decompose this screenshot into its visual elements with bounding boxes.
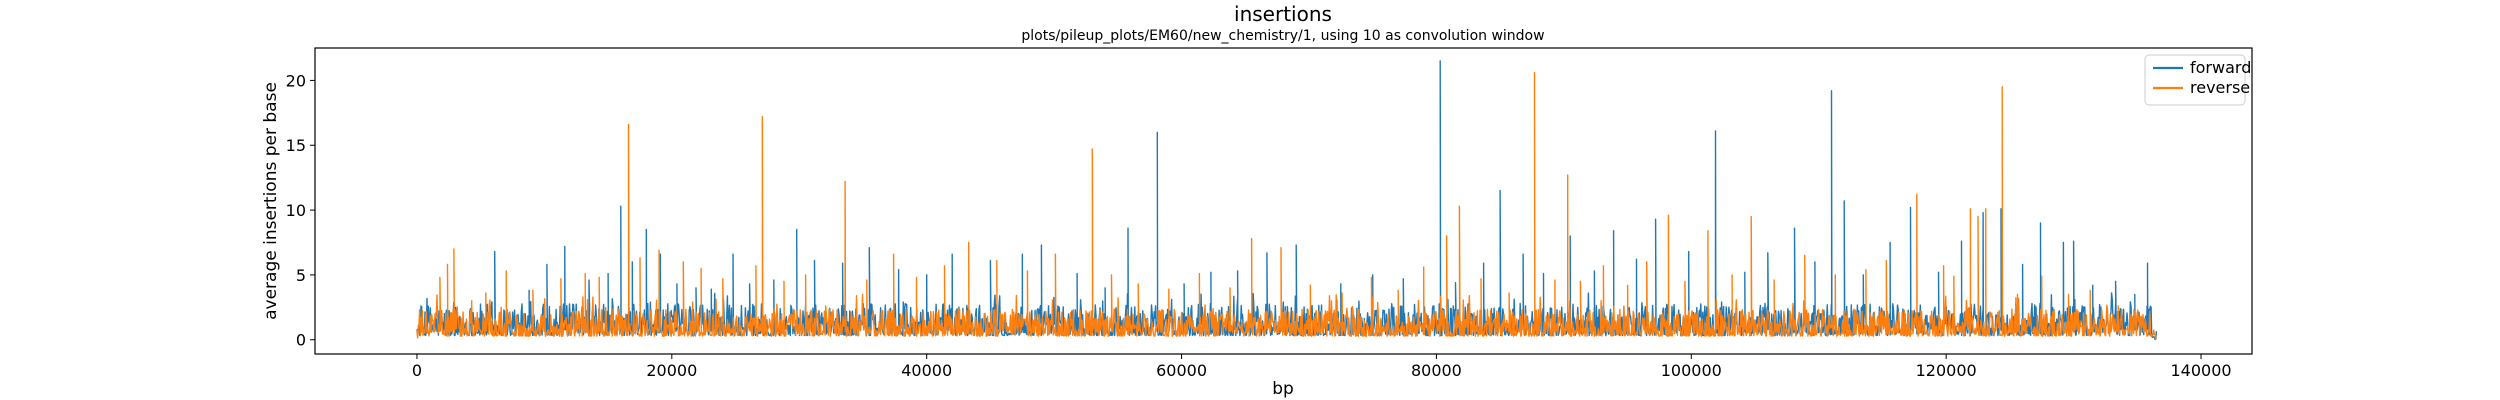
plot-frame <box>314 47 2253 355</box>
y-tick-label: 15 <box>286 136 306 155</box>
series-line-forward <box>416 60 2158 341</box>
y-tick-label: 5 <box>296 266 306 285</box>
x-axis: 0 20000 40000 60000 80000 100000 120000 140000 <box>412 354 2232 380</box>
y-tick-label: 20 <box>286 71 306 90</box>
x-tick-label: 60000 <box>1156 361 1207 380</box>
x-tick-label: 140000 <box>2170 361 2231 380</box>
series-line-reverse <box>416 71 2158 340</box>
x-tick-label: 20000 <box>646 361 697 380</box>
y-tick-label: 10 <box>286 201 306 220</box>
y-tick-label: 0 <box>296 331 306 350</box>
x-tick-label: 0 <box>412 361 422 380</box>
x-axis-label: bp <box>1272 379 1294 399</box>
x-tick-label: 80000 <box>1411 361 1462 380</box>
plot-area <box>416 60 2158 341</box>
y-axis-label: average insertions per base <box>261 82 281 320</box>
chart-title: insertions <box>1234 2 1332 26</box>
y-axis: 0 5 10 15 20 <box>286 71 315 350</box>
x-tick-label: 100000 <box>1661 361 1722 380</box>
chart-subtitle: plots/pileup_plots/EM60/new_chemistry/1,… <box>1021 28 1544 44</box>
x-tick-label: 40000 <box>901 361 952 380</box>
x-tick-label: 120000 <box>1916 361 1977 380</box>
legend: forward reverse <box>2144 54 2251 106</box>
legend-label-forward: forward <box>2190 58 2251 77</box>
legend-label-reverse: reverse <box>2190 78 2250 97</box>
